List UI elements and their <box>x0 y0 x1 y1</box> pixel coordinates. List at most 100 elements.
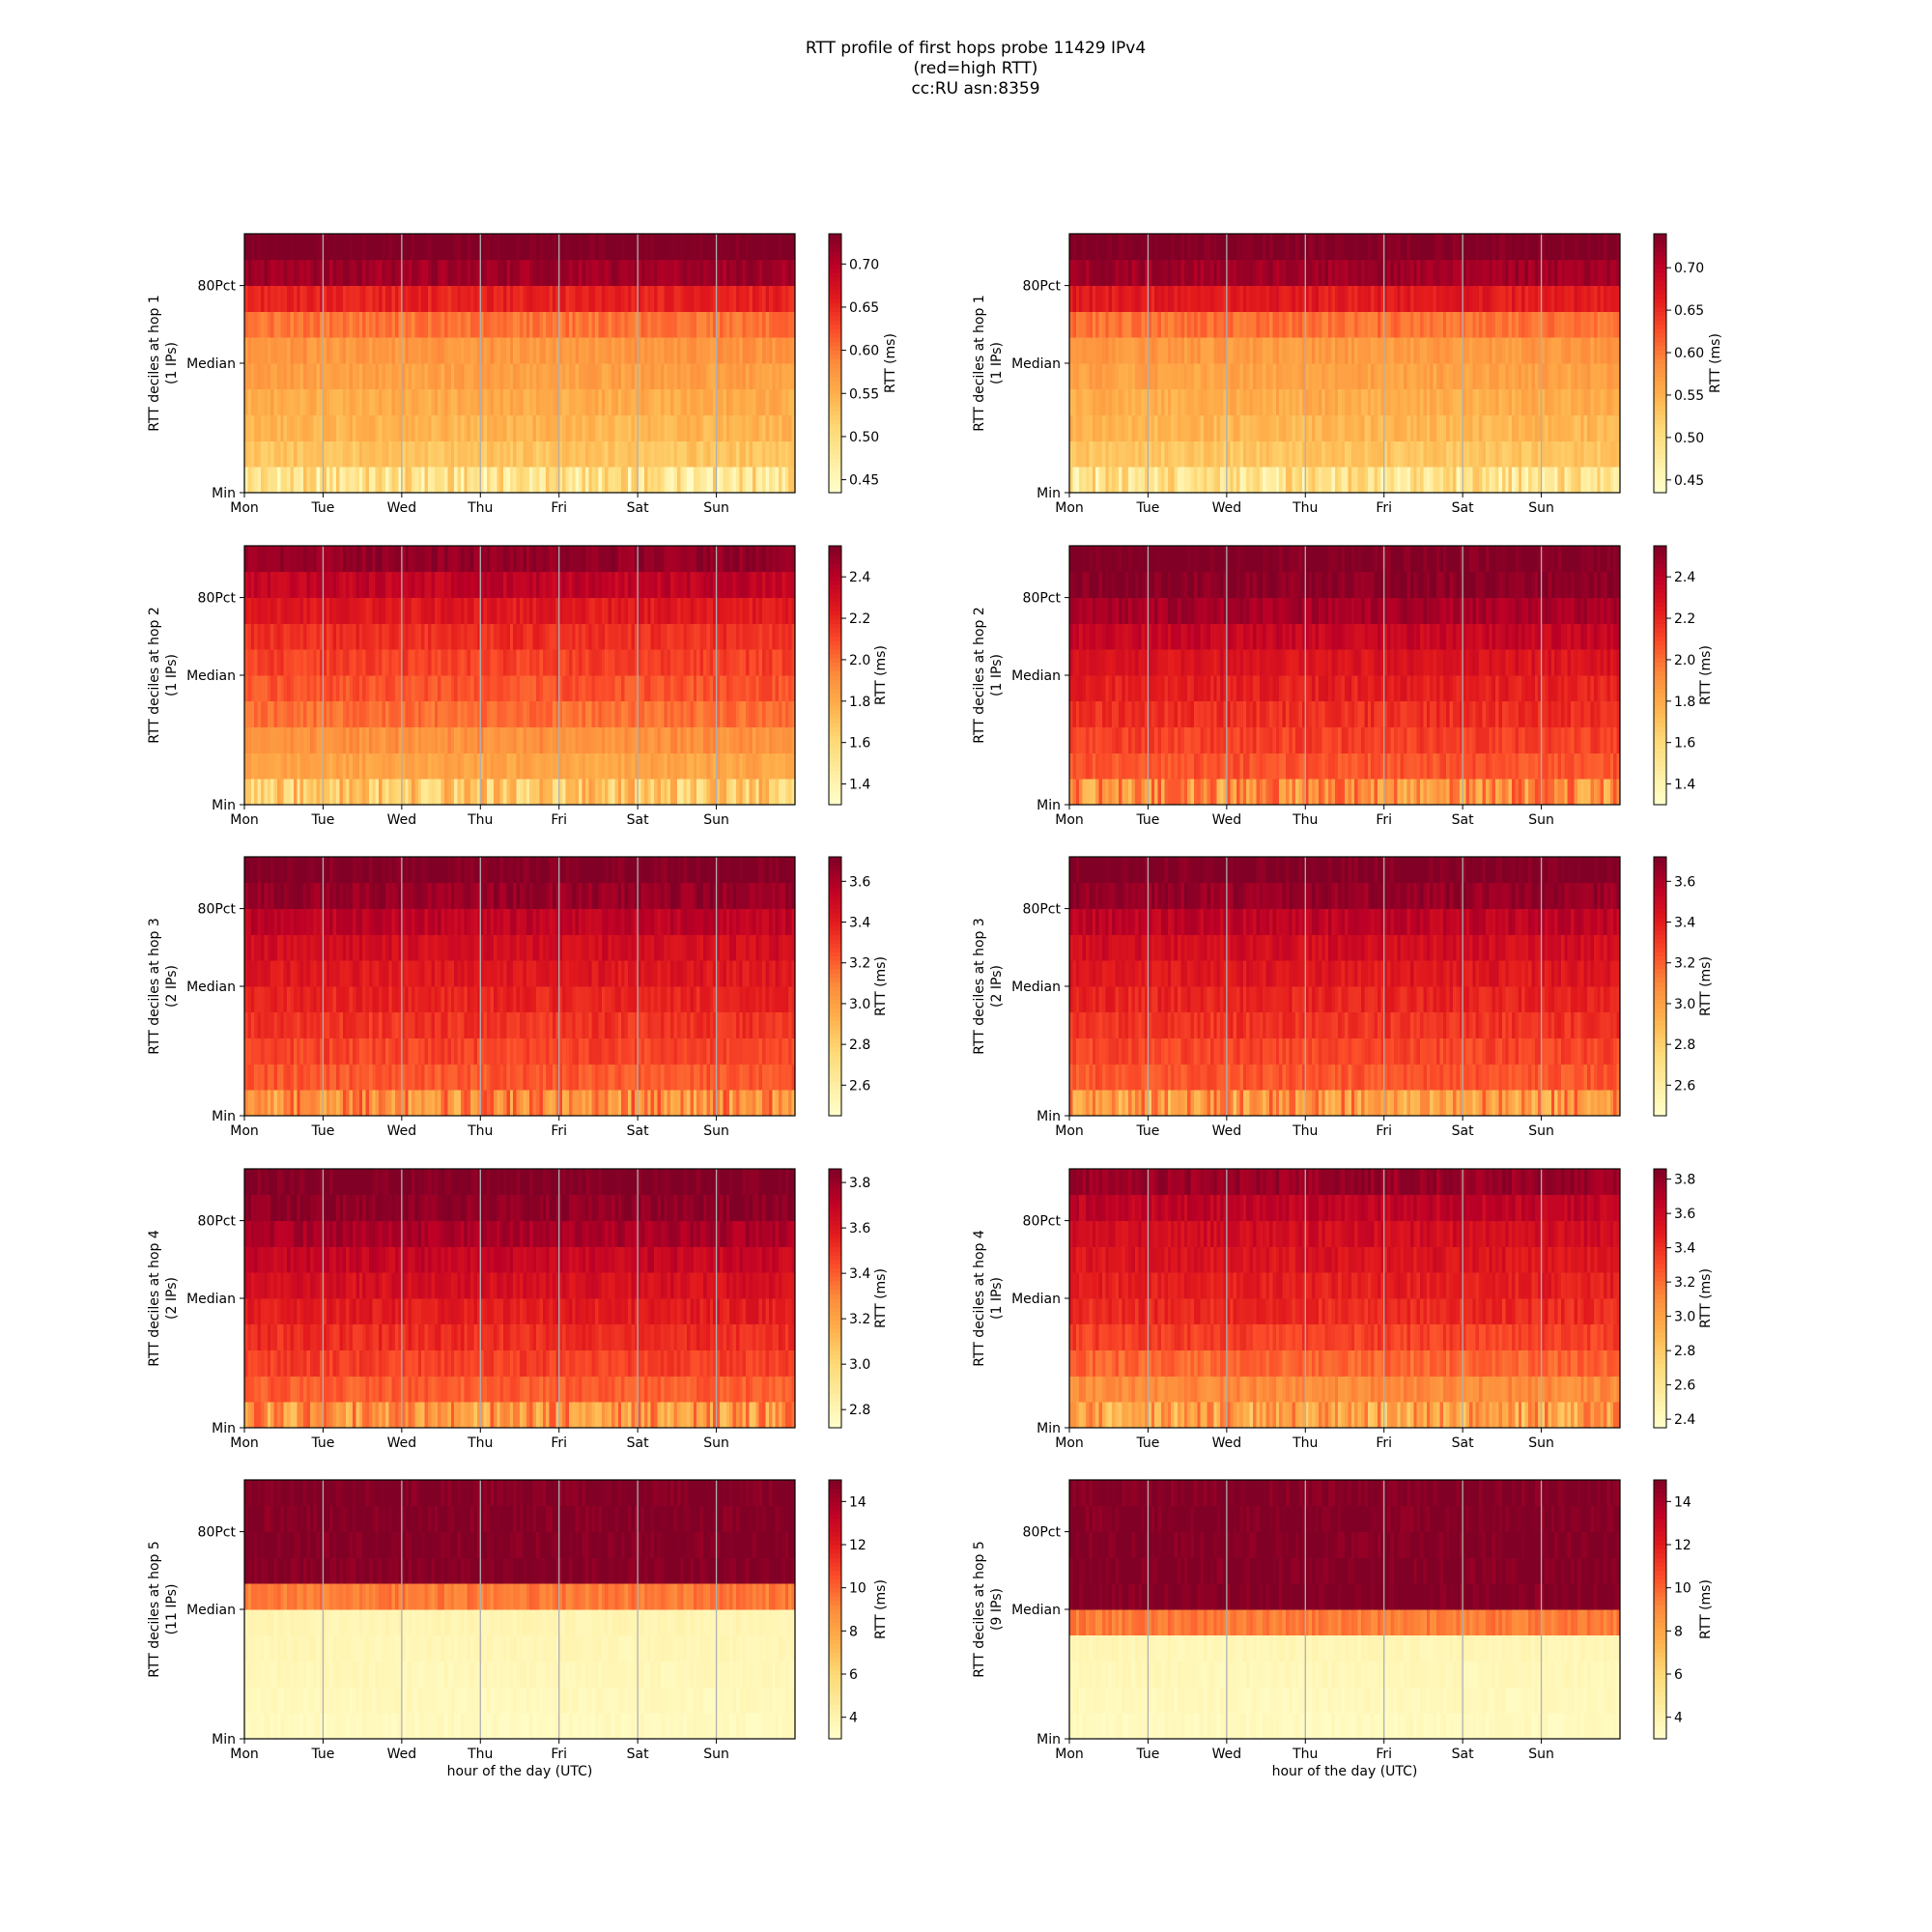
heatmap-cell <box>1108 388 1113 415</box>
heatmap-cell <box>352 234 356 261</box>
heatmap-cell <box>1115 414 1120 441</box>
heatmap-cell <box>732 467 737 494</box>
heatmap-cell <box>752 259 756 286</box>
heatmap-cell <box>1157 467 1162 494</box>
heatmap-cell <box>1357 285 1362 312</box>
heatmap-cell <box>1249 414 1254 441</box>
heatmap-cell <box>1357 234 1362 261</box>
heatmap-cell <box>608 363 612 390</box>
heatmap-cell <box>336 414 340 441</box>
heatmap-cell <box>1593 440 1598 468</box>
heatmap-cell <box>1574 337 1578 364</box>
colorbar-segment <box>1654 414 1666 420</box>
heatmap-cell <box>513 597 517 624</box>
heatmap-cell <box>598 311 603 338</box>
heatmap-cell <box>664 623 668 650</box>
heatmap-cell <box>1098 363 1103 390</box>
heatmap-cell <box>1154 234 1158 261</box>
heatmap-cell <box>676 779 681 806</box>
heatmap-cell <box>1515 363 1520 390</box>
heatmap-cell <box>1298 440 1303 468</box>
heatmap-cell <box>1101 337 1106 364</box>
heatmap-cell <box>1560 337 1565 364</box>
heatmap-cell <box>752 649 756 676</box>
heatmap-cell <box>546 337 550 364</box>
heatmap-cell <box>749 440 753 468</box>
heatmap-cell <box>526 700 530 727</box>
heatmap-cell <box>621 337 625 364</box>
heatmap-cell <box>1350 285 1355 312</box>
heatmap-cell <box>323 675 327 702</box>
heatmap-cell <box>408 571 412 598</box>
heatmap-cell <box>546 753 550 780</box>
heatmap-cell <box>667 259 671 286</box>
heatmap-cell <box>490 363 495 390</box>
heatmap-cell <box>1609 337 1614 364</box>
heatmap-cell <box>788 440 792 468</box>
heatmap-cell <box>542 597 547 624</box>
heatmap-cell <box>1151 467 1155 494</box>
heatmap-cell <box>1242 467 1247 494</box>
heatmap-cell <box>1364 311 1369 338</box>
heatmap-cell <box>303 467 307 494</box>
heatmap-cell <box>1364 414 1369 441</box>
heatmap-cell <box>634 388 639 415</box>
heatmap-cell <box>1256 440 1261 468</box>
heatmap-cell <box>480 649 485 676</box>
heatmap-cell <box>1420 337 1424 364</box>
heatmap-cell <box>1328 337 1332 364</box>
heatmap-cell <box>621 467 625 494</box>
heatmap-cell <box>509 440 514 468</box>
heatmap-cell <box>729 597 733 624</box>
heatmap-cell <box>1268 285 1273 312</box>
heatmap-cell <box>1560 259 1565 286</box>
heatmap-cell <box>638 753 641 780</box>
heatmap-cell <box>398 285 403 312</box>
heatmap-cell <box>579 234 582 261</box>
heatmap-cell <box>1492 311 1496 338</box>
heatmap-cell <box>746 388 750 415</box>
heatmap-cell <box>605 311 609 338</box>
heatmap-cell <box>1239 311 1244 338</box>
heatmap-cell <box>719 259 724 286</box>
heatmap-cell <box>336 467 340 494</box>
heatmap-cell <box>320 234 324 261</box>
heatmap-cell <box>244 234 248 261</box>
colorbar-tick-label: 0.70 <box>849 257 879 272</box>
colorbar-segment <box>1654 272 1666 278</box>
heatmap-cell <box>480 623 485 650</box>
heatmap-cell <box>673 388 678 415</box>
heatmap-cell <box>431 726 436 753</box>
heatmap-cell <box>1145 363 1149 390</box>
heatmap-cell <box>591 726 596 753</box>
heatmap-cell <box>1249 311 1254 338</box>
heatmap-cell <box>683 414 688 441</box>
heatmap-cell <box>368 363 373 390</box>
heatmap-cell <box>520 363 524 390</box>
y-axis-label: RTT deciles at hop 1 <box>147 295 162 432</box>
heatmap-cell <box>1397 388 1402 415</box>
heatmap-cell <box>676 726 681 753</box>
heatmap-cell <box>1138 311 1143 338</box>
heatmap-cell <box>270 726 274 753</box>
heatmap-cell <box>529 285 533 312</box>
heatmap-cell <box>1341 234 1346 261</box>
heatmap-cell <box>1220 388 1224 415</box>
heatmap-cell <box>1289 259 1293 286</box>
heatmap-cell <box>758 726 763 753</box>
heatmap-cell <box>1308 311 1313 338</box>
heatmap-cell <box>1298 388 1303 415</box>
heatmap-cell <box>1593 388 1598 415</box>
heatmap-cell <box>1383 440 1388 468</box>
heatmap-cell <box>723 753 727 780</box>
heatmap-cell <box>1400 311 1405 338</box>
heatmap-cell <box>673 779 678 806</box>
heatmap-cell <box>1465 363 1470 390</box>
heatmap-cell <box>729 259 733 286</box>
heatmap-cell <box>568 440 573 468</box>
heatmap-cell <box>611 597 615 624</box>
heatmap-cell <box>1236 259 1240 286</box>
heatmap-cell <box>487 388 491 415</box>
heatmap-cell <box>709 700 714 727</box>
heatmap-cell <box>447 337 452 364</box>
